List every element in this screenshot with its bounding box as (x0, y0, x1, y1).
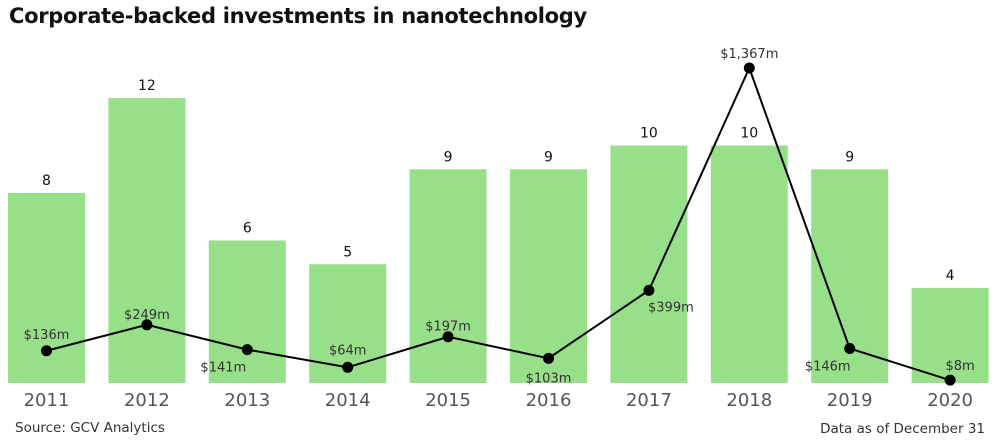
line-point-2020 (944, 374, 956, 386)
line-points (41, 62, 956, 386)
x-tick-label: 2017 (626, 390, 672, 411)
line-value-label: $136m (24, 328, 70, 343)
line-value-label: $249m (124, 308, 170, 323)
bar-value-label: 12 (138, 78, 156, 94)
line-value-label: $103m (526, 371, 572, 386)
bar-2015 (409, 169, 487, 383)
bar-value-label: 9 (444, 149, 453, 165)
x-tick-label: 2013 (224, 390, 270, 411)
bar-label-group: 8 12 6 5 9 9 10 10 9 4 (42, 78, 955, 284)
x-tick-label: 2016 (526, 390, 572, 411)
line-point-2013 (241, 344, 253, 356)
x-tick-label: 2014 (325, 390, 371, 411)
bar-value-label: 5 (343, 244, 352, 260)
x-tick-label: 2019 (827, 390, 873, 411)
x-tick-label: 2015 (425, 390, 471, 411)
bar-value-label: 10 (640, 126, 658, 142)
x-axis-labels: 2011 2012 2013 2014 2015 2016 2017 2018 2019 2020 (24, 390, 973, 411)
line-point-2018 (743, 62, 755, 74)
line-point-2017 (643, 284, 655, 296)
data-date-note: Data as of December 31 (820, 421, 985, 437)
bar-value-label: 9 (544, 149, 553, 165)
source-note: Source: GCV Analytics (15, 420, 165, 436)
line-point-2015 (442, 331, 454, 343)
line-point-labels: $136m $249m $141m $64m $197m $103m $399m $1,367… (24, 47, 975, 386)
x-tick-label: 2020 (927, 390, 973, 411)
line-series (46, 65, 951, 382)
bar-value-label: 4 (946, 268, 955, 284)
x-tick-label: 2011 (24, 390, 70, 411)
line-value-label: $399m (648, 300, 694, 315)
bar-value-label: 8 (42, 173, 51, 189)
line-point-2014 (342, 361, 354, 373)
bar-value-label: 9 (845, 149, 854, 165)
line-point-2011 (41, 345, 52, 357)
bar-2018 (710, 145, 788, 383)
line-value-label: $141m (200, 361, 246, 376)
bar-2013 (208, 240, 286, 383)
bar-2020 (911, 288, 989, 383)
bar-group (8, 98, 989, 383)
investment-line (46, 65, 951, 382)
line-point-2016 (543, 352, 554, 364)
x-tick-label: 2018 (726, 390, 772, 411)
line-point-2012 (141, 319, 153, 331)
line-point-2019 (844, 342, 856, 354)
chart-title: Corporate-backed investments in nanotech… (9, 4, 587, 28)
bar-value-label: 10 (740, 126, 758, 142)
bar-2016 (510, 169, 587, 383)
x-tick-label: 2012 (124, 390, 170, 411)
line-value-label: $197m (425, 320, 471, 335)
line-value-label: $1,367m (720, 47, 778, 62)
bar-2017 (610, 145, 688, 383)
bar-value-label: 6 (243, 221, 252, 237)
line-value-label: $64m (329, 343, 366, 358)
line-value-label: $146m (805, 359, 851, 374)
line-value-label: $8m (945, 359, 974, 374)
bar-2012 (108, 98, 186, 383)
